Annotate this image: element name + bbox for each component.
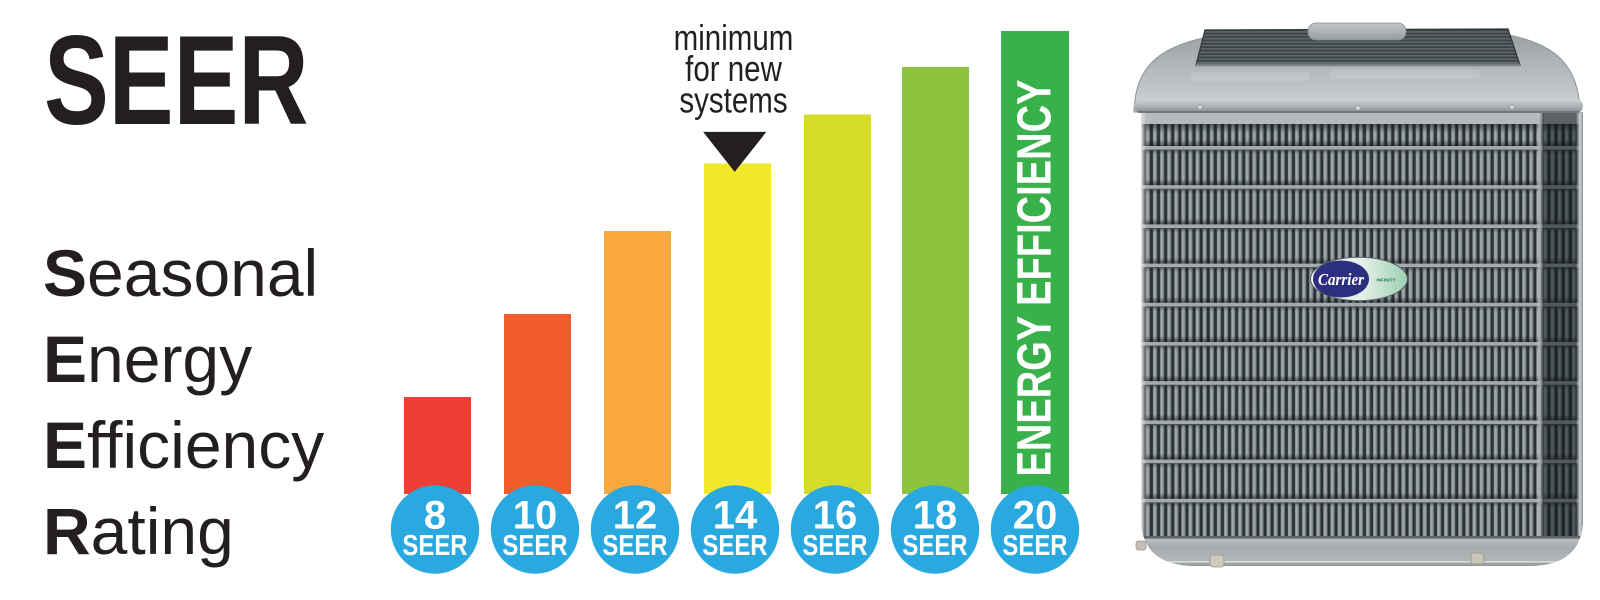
svg-text:16: 16 (813, 494, 858, 538)
svg-text:for new: for new (685, 48, 782, 88)
svg-text:Seasonal: Seasonal (43, 236, 318, 310)
svg-text:Energy: Energy (43, 322, 252, 396)
svg-text:Efficiency: Efficiency (43, 408, 324, 482)
svg-text:SEER: SEER (602, 529, 667, 561)
svg-text:SEER: SEER (702, 529, 767, 561)
svg-text:Carrier: Carrier (1318, 270, 1364, 289)
svg-text:SEER: SEER (802, 529, 867, 561)
svg-text:SEER: SEER (44, 9, 309, 151)
svg-text:systems: systems (679, 80, 787, 120)
svg-text:SEER: SEER (902, 529, 967, 561)
svg-text:SEER: SEER (402, 529, 467, 561)
svg-text:SEER: SEER (502, 529, 567, 561)
svg-text:SEER: SEER (1002, 529, 1067, 561)
svg-text:20: 20 (1013, 494, 1058, 538)
svg-text:ENERGY EFFICIENCY: ENERGY EFFICIENCY (1009, 80, 1062, 477)
svg-text:Rating: Rating (43, 494, 234, 568)
svg-text:8: 8 (424, 494, 446, 538)
svg-text:14: 14 (713, 494, 758, 538)
svg-text:12: 12 (613, 494, 658, 538)
svg-text:18: 18 (913, 494, 958, 538)
svg-text:INFINITY: INFINITY (1376, 278, 1395, 283)
svg-text:10: 10 (513, 494, 558, 538)
svg-text:minimum: minimum (674, 17, 794, 57)
